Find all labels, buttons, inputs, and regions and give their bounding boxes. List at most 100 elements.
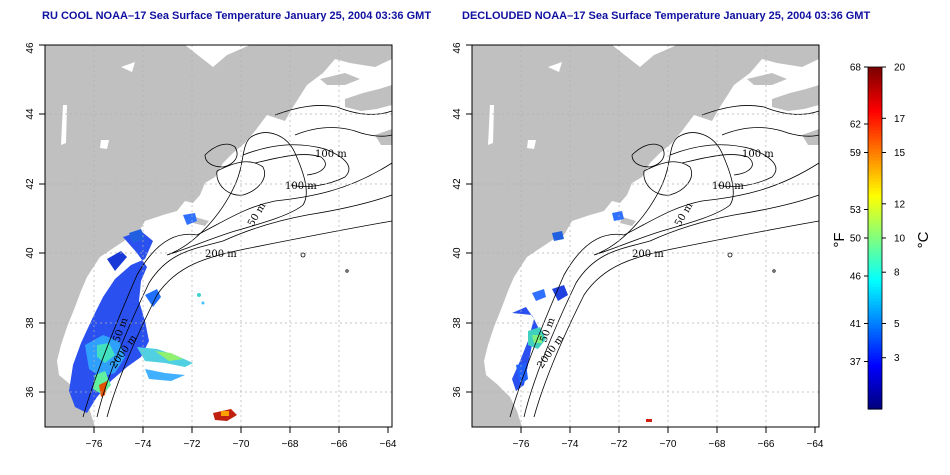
left-contour-label-200m: 200 m bbox=[205, 249, 237, 260]
colorbar-celsius-tick-label: 20 bbox=[894, 63, 906, 74]
left-map-sst-data bbox=[69, 213, 237, 421]
colorbar-band bbox=[868, 256, 882, 260]
right-map-sst-data bbox=[512, 211, 652, 422]
colorbar-band bbox=[868, 76, 882, 80]
right-x-tick: −66 bbox=[758, 439, 775, 450]
colorbar-band bbox=[868, 196, 882, 200]
colorbar-band bbox=[868, 160, 882, 164]
colorbar-band bbox=[868, 229, 882, 233]
colorbar-band bbox=[868, 244, 882, 248]
colorbar-band bbox=[868, 334, 882, 338]
colorbar-celsius-tick-label: 5 bbox=[894, 319, 900, 330]
colorbar-band bbox=[868, 265, 882, 269]
left-x-tick: −70 bbox=[233, 439, 250, 450]
colorbar-band bbox=[868, 91, 882, 95]
colorbar-band bbox=[868, 223, 882, 227]
colorbar-band bbox=[868, 88, 882, 92]
colorbar-band bbox=[868, 337, 882, 341]
left-x-tick: −64 bbox=[380, 439, 397, 450]
colorbar-band bbox=[868, 184, 882, 188]
colorbar-band bbox=[868, 94, 882, 98]
colorbar-band bbox=[868, 310, 882, 314]
colorbar-band bbox=[868, 181, 882, 185]
right-x-tick: −74 bbox=[562, 439, 579, 450]
colorbar-band bbox=[868, 253, 882, 257]
colorbar-band bbox=[868, 298, 882, 302]
colorbar-band bbox=[868, 301, 882, 305]
left-x-tick: −66 bbox=[331, 439, 348, 450]
colorbar-band bbox=[868, 139, 882, 143]
colorbar-band bbox=[868, 205, 882, 209]
colorbar-celsius-tick-label: 17 bbox=[894, 114, 906, 125]
colorbar-band bbox=[868, 169, 882, 173]
colorbar-band bbox=[868, 391, 882, 395]
colorbar-band bbox=[868, 202, 882, 206]
colorbar-band bbox=[868, 376, 882, 380]
colorbar-fahrenheit-tick-label: 53 bbox=[850, 205, 862, 216]
colorbar-band bbox=[868, 178, 882, 182]
colorbar-band bbox=[868, 385, 882, 389]
colorbar-band bbox=[868, 70, 882, 74]
colorbar-band bbox=[868, 238, 882, 242]
left-map-frame bbox=[44, 44, 393, 428]
colorbar-band bbox=[868, 73, 882, 77]
right-y-tick: 44 bbox=[452, 108, 463, 120]
colorbar-celsius-tick-label: 15 bbox=[894, 148, 906, 159]
colorbar-band bbox=[868, 331, 882, 335]
colorbar-band bbox=[868, 292, 882, 296]
colorbar-band bbox=[868, 316, 882, 320]
colorbar-band bbox=[868, 373, 882, 377]
colorbar-band bbox=[868, 259, 882, 263]
left-x-tick: −74 bbox=[135, 439, 152, 450]
left-map-title: RU COOL NOAA–17 Sea Surface Temperature … bbox=[42, 10, 432, 22]
colorbar-band bbox=[868, 142, 882, 146]
colorbar-band bbox=[868, 154, 882, 158]
colorbar-unit-fahrenheit: °F bbox=[831, 232, 848, 247]
colorbar-band bbox=[868, 151, 882, 155]
colorbar-band bbox=[868, 280, 882, 284]
colorbar-band bbox=[868, 307, 882, 311]
colorbar-fahrenheit-tick-label: 68 bbox=[850, 63, 862, 74]
colorbar-band bbox=[868, 289, 882, 293]
left-y-tick: 40 bbox=[25, 247, 36, 259]
right-y-tick: 36 bbox=[452, 386, 463, 398]
colorbar-band bbox=[868, 127, 882, 131]
colorbar-band bbox=[868, 79, 882, 83]
left-y-tick: 38 bbox=[25, 317, 36, 329]
colorbar-band bbox=[868, 217, 882, 221]
colorbar-band bbox=[868, 325, 882, 329]
colorbar-celsius-tick-label: 3 bbox=[894, 353, 900, 364]
colorbar-band bbox=[868, 328, 882, 332]
right-sst-map: 100 m 100 m 50 m 200 m 50 m 2000 m −76 −… bbox=[452, 42, 824, 450]
right-x-tick: −72 bbox=[611, 439, 628, 450]
colorbar-fahrenheit-tick-label: 50 bbox=[850, 234, 862, 245]
colorbar-band bbox=[868, 124, 882, 128]
colorbar-band bbox=[868, 199, 882, 203]
colorbar-band bbox=[868, 82, 882, 86]
colorbar-band bbox=[868, 361, 882, 365]
right-y-tick: 42 bbox=[452, 178, 463, 190]
colorbar-band bbox=[868, 172, 882, 176]
colorbar-band bbox=[868, 247, 882, 251]
colorbar-band bbox=[868, 340, 882, 344]
left-sst-map: 100 m 100 m 50 m 200 m 50 m 2000 m −76 −… bbox=[25, 42, 397, 450]
colorbar-band bbox=[868, 232, 882, 236]
colorbar-band bbox=[868, 214, 882, 218]
right-x-tick: −64 bbox=[807, 439, 824, 450]
colorbar-celsius-tick-label: 10 bbox=[894, 234, 906, 245]
colorbar-gradient bbox=[868, 67, 882, 410]
colorbar-band bbox=[868, 382, 882, 386]
left-y-tick: 42 bbox=[25, 178, 36, 190]
colorbar-band bbox=[868, 262, 882, 266]
colorbar-band bbox=[868, 283, 882, 287]
colorbar-band bbox=[868, 208, 882, 212]
colorbar-band bbox=[868, 103, 882, 107]
colorbar-band bbox=[868, 100, 882, 104]
colorbar-band bbox=[868, 130, 882, 134]
right-contour-label-100m-b: 100 m bbox=[712, 181, 744, 192]
right-map-frame bbox=[471, 44, 820, 428]
colorbar-band bbox=[868, 304, 882, 308]
left-map-grid bbox=[45, 45, 392, 427]
